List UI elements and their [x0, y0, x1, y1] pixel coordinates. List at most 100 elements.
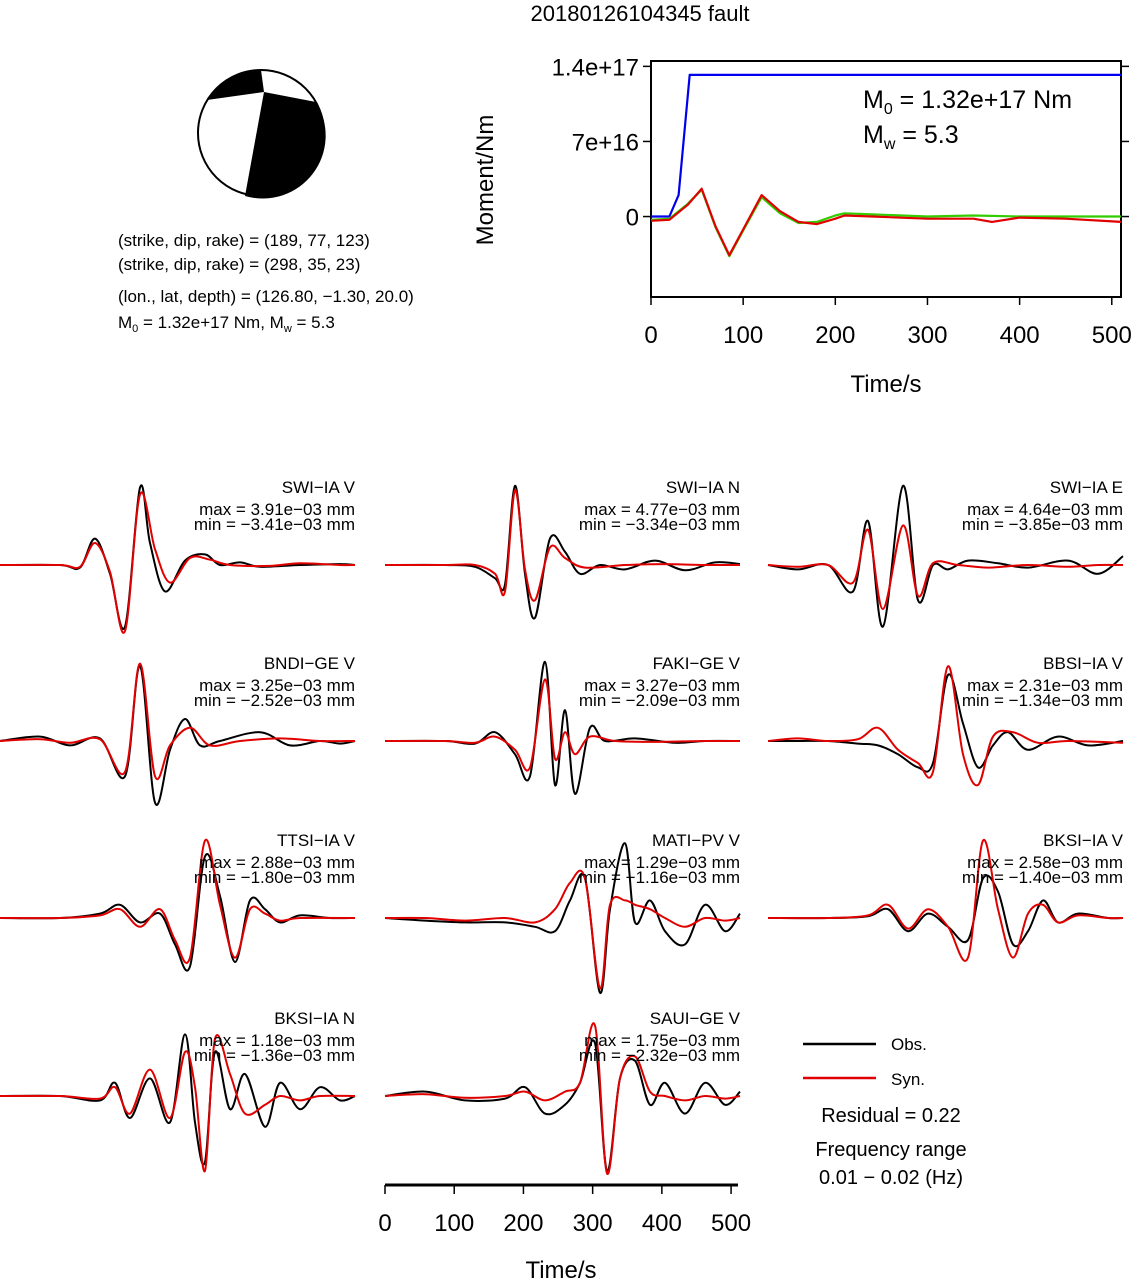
station-max-label: max = 2.58e−03 mm [967, 853, 1123, 872]
waveform-xlabel: Time/s [525, 1257, 596, 1281]
moment-ylabel: Moment/Nm [472, 115, 499, 246]
waveform-xtick-label: 100 [434, 1210, 474, 1237]
legend: Obs. Syn. Residual = 0.22 Frequency rang… [803, 1035, 967, 1189]
station-label: BKSI−IA V [1043, 831, 1124, 850]
moment-ytick-label: 7e+16 [572, 129, 639, 156]
synthetic-waveform [384, 1022, 741, 1175]
moment-rate-line-red [650, 187, 1122, 257]
station-max-label: max = 1.18e−03 mm [199, 1031, 355, 1050]
station-min-label: min = −1.34e−03 mm [962, 691, 1123, 710]
waveform-xtick-label: 200 [503, 1210, 543, 1237]
waveform-xtick-label: 500 [711, 1210, 751, 1237]
waveform-xtick-label: 400 [642, 1210, 682, 1237]
station-min-label: min = −2.09e−03 mm [579, 691, 740, 710]
synthetic-waveform [384, 489, 741, 602]
synthetic-waveform [767, 665, 1124, 787]
station-min-label: min = −2.52e−03 mm [194, 691, 355, 710]
moment-plot-frame [650, 60, 1122, 298]
station-max-label: max = 2.88e−03 mm [199, 853, 355, 872]
station-label: SWI−IA N [666, 478, 740, 497]
station-max-label: max = 1.29e−03 mm [584, 853, 740, 872]
frequency-range-label: Frequency range [815, 1139, 966, 1161]
station-label: MATI−PV V [652, 831, 741, 850]
station-label: SWI−IA V [282, 478, 356, 497]
synthetic-waveform [0, 838, 356, 964]
station-max-label: max = 3.25e−03 mm [199, 676, 355, 695]
observed-waveform [0, 1033, 356, 1166]
station-label: BBSI−IA V [1043, 654, 1124, 673]
station-max-label: max = 4.77e−03 mm [584, 500, 740, 519]
station-min-label: min = −2.32e−03 mm [579, 1046, 740, 1065]
station-max-label: max = 4.64e−03 mm [967, 500, 1123, 519]
station-max-label: max = 3.27e−03 mm [584, 676, 740, 695]
plane2-text: (strike, dip, rake) = (298, 35, 23) [118, 255, 360, 274]
synthetic-waveform [767, 839, 1124, 962]
station-min-label: min = −3.34e−03 mm [579, 515, 740, 534]
station-label: SAUI−GE V [650, 1009, 741, 1028]
moment-xtick-label: 500 [1092, 322, 1132, 349]
moment-rate-line-green [650, 188, 1121, 258]
beachball-icon [197, 69, 326, 199]
station-min-label: min = −1.16e−03 mm [579, 868, 740, 887]
station-max-label: max = 3.91e−03 mm [199, 500, 355, 519]
legend-obs-label: Obs. [891, 1035, 927, 1054]
observed-waveform [384, 660, 741, 795]
plane1-text: (strike, dip, rake) = (189, 77, 123) [118, 231, 370, 250]
location-text: (lon., lat, depth) = (126.80, −1.30, 20.… [118, 287, 414, 306]
moment-xtick-label: 200 [815, 322, 855, 349]
mechanism-info: (strike, dip, rake) = (189, 77, 123) (st… [118, 231, 414, 335]
observed-waveform [0, 853, 356, 972]
moment-xtick-label: 0 [644, 322, 657, 349]
station-label: TTSI−IA V [277, 831, 356, 850]
waveform-time-axis: Time/s 0 100 200 300 400 500 [378, 1183, 751, 1281]
beachball-compressional-quadrant-lower [245, 92, 326, 199]
station-label: SWI−IA E [1050, 478, 1123, 497]
residual-text: Residual = 0.22 [821, 1105, 961, 1127]
figure-title: 20180126104345 fault [531, 1, 750, 26]
moment-xtick-label: 400 [1000, 322, 1040, 349]
station-min-label: min = −1.80e−03 mm [194, 868, 355, 887]
synthetic-waveform [384, 678, 741, 772]
synthetic-waveform [0, 1034, 356, 1173]
waveform-xtick-label: 300 [573, 1210, 613, 1237]
moment-xtick-label: 100 [723, 322, 763, 349]
beachball-compressional-quadrant-upper [207, 69, 264, 100]
station-label: BKSI−IA N [274, 1009, 355, 1028]
moment-panel: 0 100 200 300 400 500 0 7e+16 1.4e+17 M0 = 1.32e… [472, 54, 1132, 398]
observed-waveform [768, 673, 1124, 773]
station-min-label: min = −3.41e−03 mm [194, 515, 355, 534]
moment-ytick-label: 1.4e+17 [552, 54, 639, 81]
moment-xtick-label: 300 [907, 322, 947, 349]
waveform-xtick-label: 0 [378, 1210, 391, 1237]
moment-xlabel: Time/s [850, 371, 921, 398]
moment-mw-label: Mw = 5.3 [863, 121, 959, 153]
synthetic-waveform [0, 662, 356, 781]
moment-m0-label: M0 = 1.32e+17 Nm [863, 86, 1072, 118]
synthetic-waveform [767, 524, 1124, 611]
legend-syn-label: Syn. [891, 1070, 925, 1089]
frequency-range-value: 0.01 − 0.02 (Hz) [819, 1167, 963, 1189]
moment-ytick-label: 0 [626, 205, 639, 232]
station-max-label: max = 2.31e−03 mm [967, 676, 1123, 695]
station-min-label: min = −1.36e−03 mm [194, 1046, 355, 1065]
synthetic-waveform [0, 491, 356, 634]
station-label: BNDI−GE V [264, 654, 356, 673]
synthetic-waveform [384, 869, 741, 990]
moment-text: M0 = 1.32e+17 Nm, Mw = 5.3 [118, 313, 335, 335]
station-label: FAKI−GE V [653, 654, 741, 673]
station-min-label: min = −1.40e−03 mm [962, 868, 1123, 887]
station-min-label: min = −3.85e−03 mm [962, 515, 1123, 534]
